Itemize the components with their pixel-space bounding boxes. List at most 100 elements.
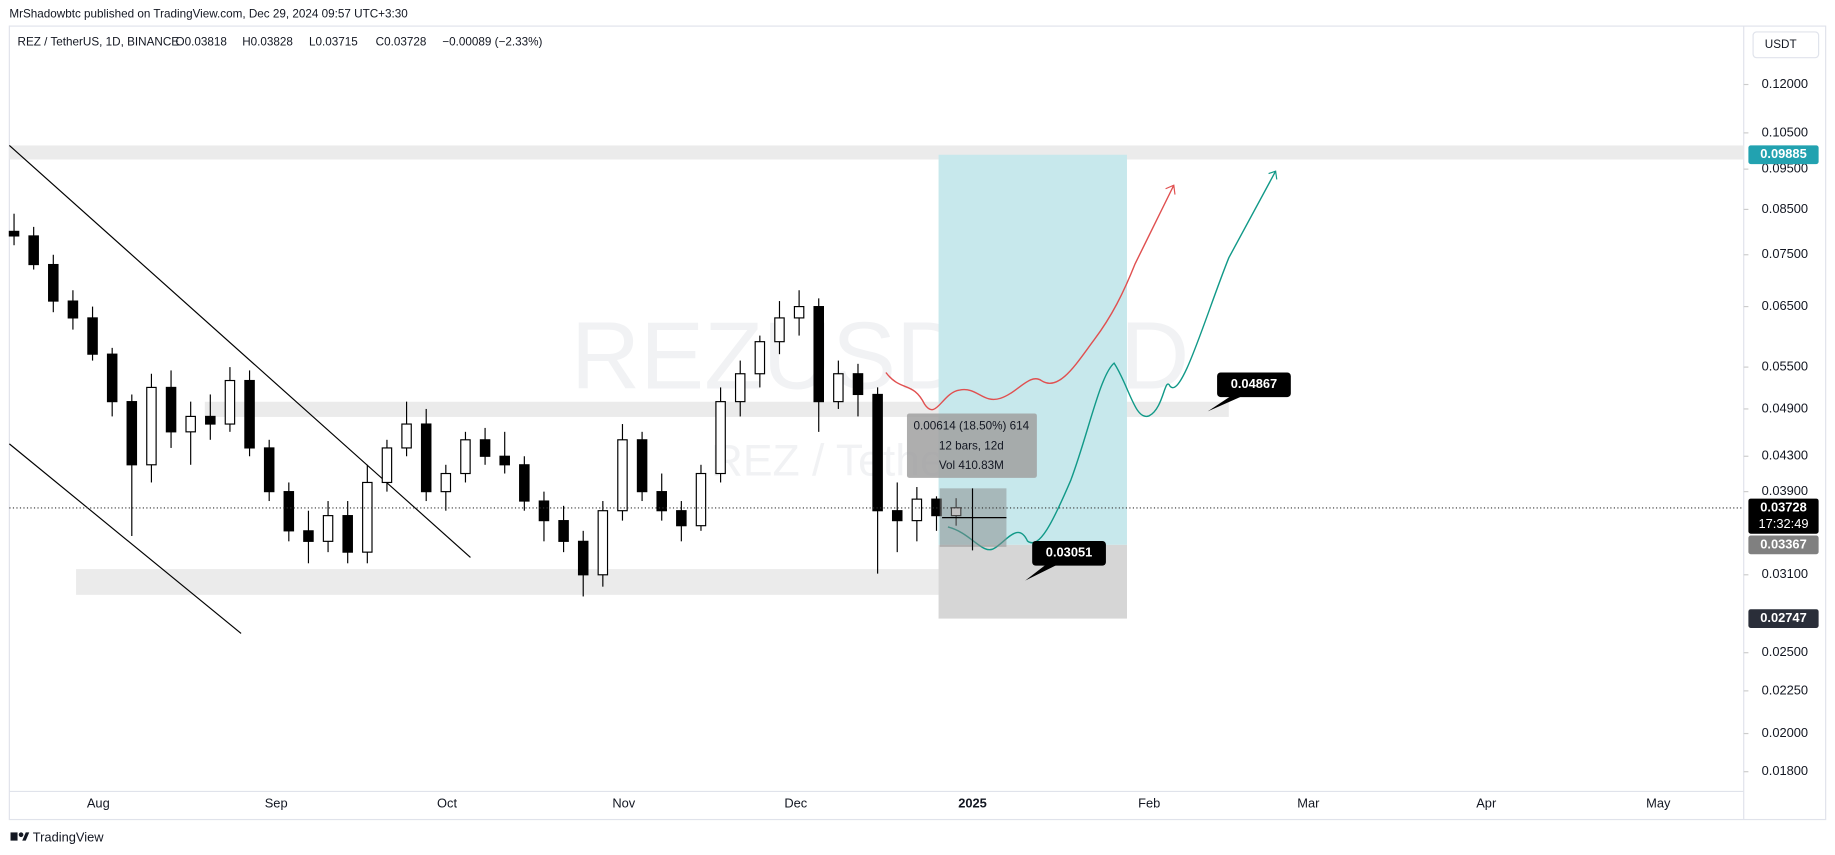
ohlc-value: C0.03728 xyxy=(376,36,427,49)
y-tick-label: 0.10500 xyxy=(1762,124,1808,139)
trend-line xyxy=(8,443,242,634)
entry-label-bg xyxy=(1748,535,1819,555)
candle-body xyxy=(538,500,550,522)
candle-body xyxy=(244,379,255,449)
candle-body xyxy=(165,386,177,433)
candle-body xyxy=(597,510,609,576)
arrow-head xyxy=(1165,184,1176,195)
candle-body xyxy=(636,439,648,493)
stop-label-bg xyxy=(1748,609,1819,628)
candle-body xyxy=(891,510,903,522)
x-tick-label: Aug xyxy=(87,796,110,811)
y-tick-label: 0.05500 xyxy=(1762,359,1808,374)
candle-body xyxy=(67,300,79,319)
candle-body xyxy=(695,472,707,527)
footer-brand: TradingView xyxy=(33,830,104,845)
candle-body xyxy=(362,481,373,553)
candle-body xyxy=(381,447,393,484)
y-tick-label: 0.01800 xyxy=(1762,763,1808,778)
projection-red xyxy=(885,184,1175,411)
candle-body xyxy=(793,306,805,319)
x-tick-label: Sep xyxy=(265,796,288,811)
entry-label: 0.03367 xyxy=(1760,536,1806,551)
candle-body xyxy=(577,540,589,576)
ohlc-value: L0.03715 xyxy=(309,36,358,49)
candle-body xyxy=(813,306,824,403)
y-tick-label: 0.03100 xyxy=(1762,566,1808,581)
y-tick-label: 0.06500 xyxy=(1762,298,1808,313)
candle-body xyxy=(656,491,667,512)
candle-body xyxy=(224,379,236,425)
x-tick-label: May xyxy=(1646,796,1671,811)
x-tick-label: Mar xyxy=(1297,796,1320,811)
ohlc-value: O0.03818 xyxy=(176,36,227,49)
candle-body xyxy=(460,439,471,475)
candle-body xyxy=(401,423,412,449)
candle-body xyxy=(872,393,883,512)
candle-body xyxy=(734,373,746,403)
candle-body xyxy=(48,263,59,302)
candle-body xyxy=(126,401,138,466)
y-tick-label: 0.02250 xyxy=(1762,682,1808,697)
countdown: 17:32:49 xyxy=(1758,516,1808,531)
candle-body xyxy=(519,464,530,502)
candle-body xyxy=(185,415,196,433)
currency-label[interactable]: USDT xyxy=(1765,38,1797,51)
y-tick-label: 0.04900 xyxy=(1762,400,1808,415)
publisher: MrShadowbtc published on TradingView.com… xyxy=(9,7,408,20)
candle-body xyxy=(106,353,118,403)
currency-button[interactable] xyxy=(1752,31,1820,59)
last-price-label: 0.03728 xyxy=(1760,499,1806,514)
candle-body xyxy=(774,317,785,343)
annotation-box xyxy=(1032,541,1106,566)
y-tick-label: 0.02500 xyxy=(1762,644,1808,659)
y-tick-label: 0.12000 xyxy=(1762,76,1808,91)
x-tick-label: Apr xyxy=(1476,796,1497,811)
measure-bars: 12 bars, 12d xyxy=(939,439,1004,452)
candle-body xyxy=(205,415,216,425)
x-tick-label: 2025 xyxy=(958,796,987,811)
candle-body xyxy=(420,423,432,493)
target-label: 0.09885 xyxy=(1760,146,1806,161)
symbol: REZ / TetherUS, 1D, BINANCE xyxy=(18,36,180,49)
frame xyxy=(8,25,1827,821)
y-tick-label: 0.09500 xyxy=(1762,161,1808,176)
resistance-zone xyxy=(9,145,1744,160)
arrow-head xyxy=(1268,170,1278,180)
measure-volume: Vol 410.83M xyxy=(939,459,1004,472)
candle-body xyxy=(833,373,844,403)
y-tick-label: 0.07500 xyxy=(1762,246,1808,261)
candle-body xyxy=(263,447,275,493)
position-target xyxy=(938,154,1127,545)
y-tick-label: 0.04300 xyxy=(1762,448,1808,463)
candle-body xyxy=(911,498,923,522)
x-tick-label: Feb xyxy=(1138,796,1160,811)
candle-body xyxy=(146,386,157,466)
x-tick-label: Oct xyxy=(437,796,457,811)
candle-body xyxy=(303,530,314,542)
candle-body xyxy=(440,472,452,493)
target-label-bg xyxy=(1748,145,1819,165)
measure-change: 0.00614 (18.50%) 614 xyxy=(913,419,1029,432)
candle-body xyxy=(28,235,39,266)
candle-body xyxy=(754,341,766,375)
footer-logo xyxy=(10,832,30,841)
measure-box xyxy=(906,413,1037,478)
x-tick-label: Dec xyxy=(784,796,807,811)
y-tick-label: 0.02000 xyxy=(1762,725,1808,740)
candle-body xyxy=(715,401,726,475)
annotation-box xyxy=(1217,372,1291,398)
candle-body xyxy=(852,373,864,396)
candle-body xyxy=(8,230,20,237)
annotation-label: 0.03051 xyxy=(1046,545,1092,560)
candle-body xyxy=(283,491,295,532)
annotation-label: 0.04867 xyxy=(1231,376,1277,391)
candle-body xyxy=(322,515,334,542)
trend-line xyxy=(8,145,471,558)
candle-body xyxy=(87,317,98,355)
candle-body xyxy=(558,520,569,542)
candle-body xyxy=(499,455,510,466)
x-tick-label: Nov xyxy=(612,796,635,811)
ohlc-value: −0.00089 (−2.33%) xyxy=(442,36,542,49)
